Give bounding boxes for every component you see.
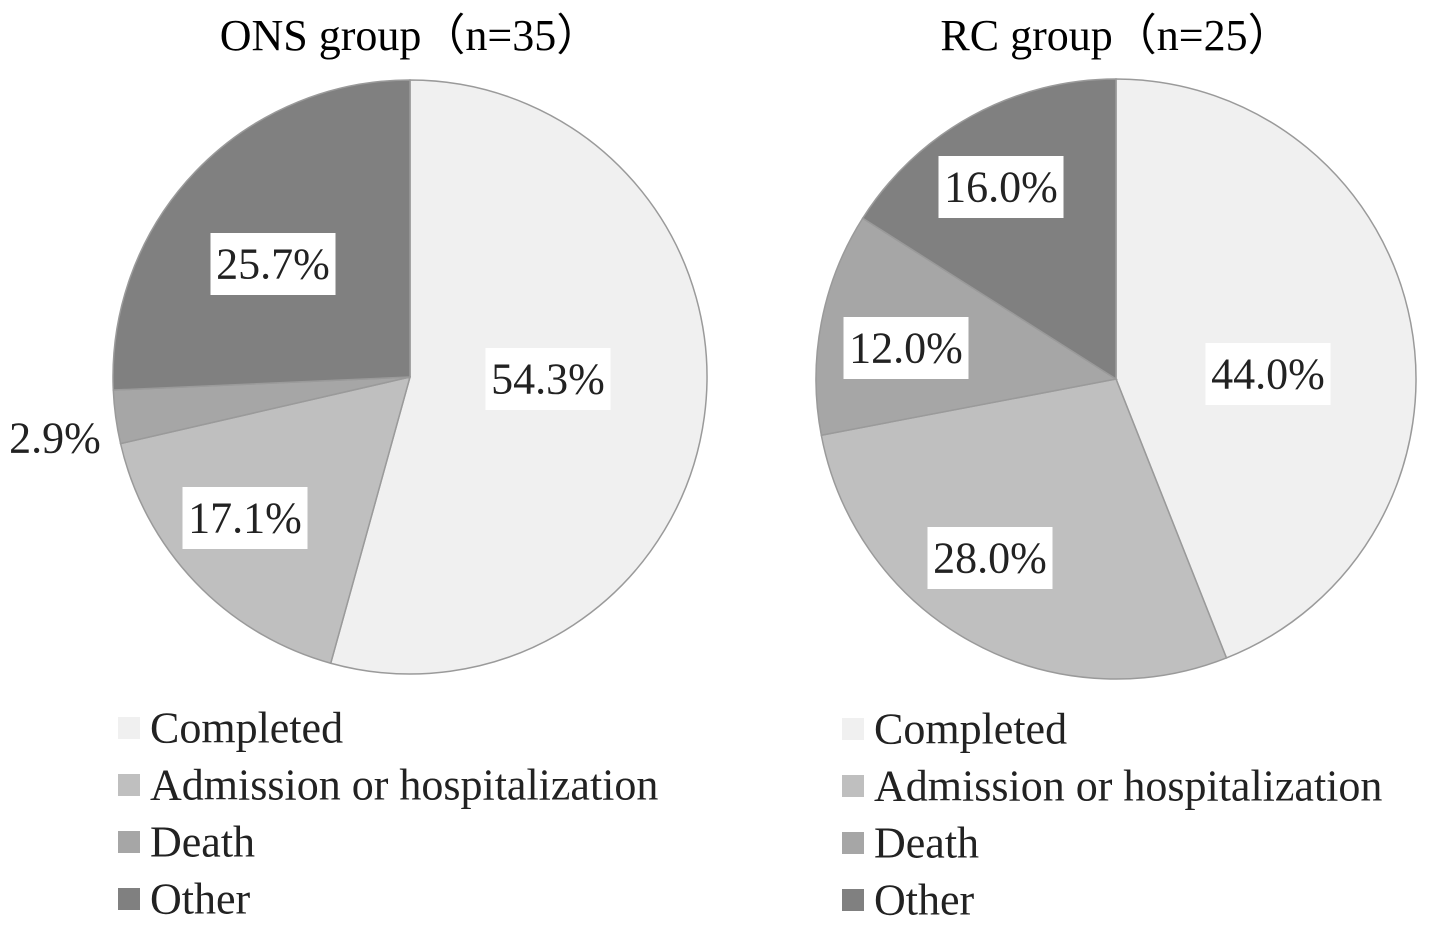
legend-label: Other	[150, 875, 251, 924]
legend-swatch	[118, 831, 140, 853]
data-label-group: 54.3%	[485, 348, 611, 410]
legend-swatch	[842, 889, 864, 911]
data-label-background	[927, 527, 1053, 589]
legend-item-admission-or-hospitalization: Admission or hospitalization	[842, 762, 1382, 811]
data-label-group: 44.0%	[1205, 343, 1331, 405]
legend-label: Death	[150, 818, 255, 867]
legend-label: Completed	[874, 705, 1067, 754]
pie-ons	[112, 79, 708, 675]
legend-ons: Completed Admission or hospitalization Dea…	[118, 704, 658, 924]
chart-title: ONS group（n=35）	[220, 11, 601, 60]
data-label: 2.9%	[9, 414, 101, 463]
legend-label: Death	[874, 819, 979, 868]
data-label: 44.0%	[1211, 350, 1325, 399]
data-label-group: 2.9%	[9, 414, 101, 463]
legend-swatch	[842, 775, 864, 797]
slice-other	[861, 78, 1117, 381]
chart-ons-group: ONS group（n=35） 54.3% 17.1% 2.9% 25.7% Comp…	[9, 11, 708, 924]
data-label-group: 12.0%	[843, 317, 969, 379]
data-labels-rc: 44.0% 28.0% 12.0% 16.0%	[843, 156, 1331, 589]
legend-item-admission-or-hospitalization: Admission or hospitalization	[118, 761, 658, 810]
data-label-group: 25.7%	[210, 233, 336, 295]
legend-swatch	[118, 774, 140, 796]
data-label: 28.0%	[933, 534, 1047, 583]
legend-label: Other	[874, 876, 975, 925]
data-label: 12.0%	[849, 324, 963, 373]
data-label-background	[210, 233, 336, 295]
data-label-background	[938, 156, 1064, 218]
data-label-group: 17.1%	[182, 487, 308, 549]
legend-item-other: Other	[842, 876, 975, 925]
data-label: 25.7%	[216, 240, 330, 289]
chart-rc-group: RC group（n=25） 44.0% 28.0% 12.0% 16.0% Comp…	[815, 11, 1417, 925]
legend-item-completed: Completed	[118, 704, 343, 753]
data-label-group: 16.0%	[938, 156, 1064, 218]
legend-label: Admission or hospitalization	[874, 762, 1382, 811]
legend-label: Completed	[150, 704, 343, 753]
legend-item-completed: Completed	[842, 705, 1067, 754]
legend-swatch	[842, 718, 864, 740]
data-label-group: 28.0%	[927, 527, 1053, 589]
data-label: 16.0%	[944, 163, 1058, 212]
legend-item-death: Death	[842, 819, 979, 868]
legend-swatch	[842, 832, 864, 854]
legend-swatch	[118, 888, 140, 910]
data-labels-ons: 54.3% 17.1% 2.9% 25.7%	[9, 233, 611, 549]
chart-title: RC group（n=25）	[940, 11, 1291, 60]
legend-item-other: Other	[118, 875, 251, 924]
data-label-background	[843, 317, 969, 379]
data-label-background	[485, 348, 611, 410]
data-label-background	[1205, 343, 1331, 405]
data-label: 17.1%	[188, 494, 302, 543]
legend-label: Admission or hospitalization	[150, 761, 658, 810]
legend-rc: Completed Admission or hospitalization Dea…	[842, 705, 1382, 925]
legend-item-death: Death	[118, 818, 255, 867]
data-label: 54.3%	[491, 355, 605, 404]
legend-swatch	[118, 717, 140, 739]
data-label-background	[182, 487, 308, 549]
